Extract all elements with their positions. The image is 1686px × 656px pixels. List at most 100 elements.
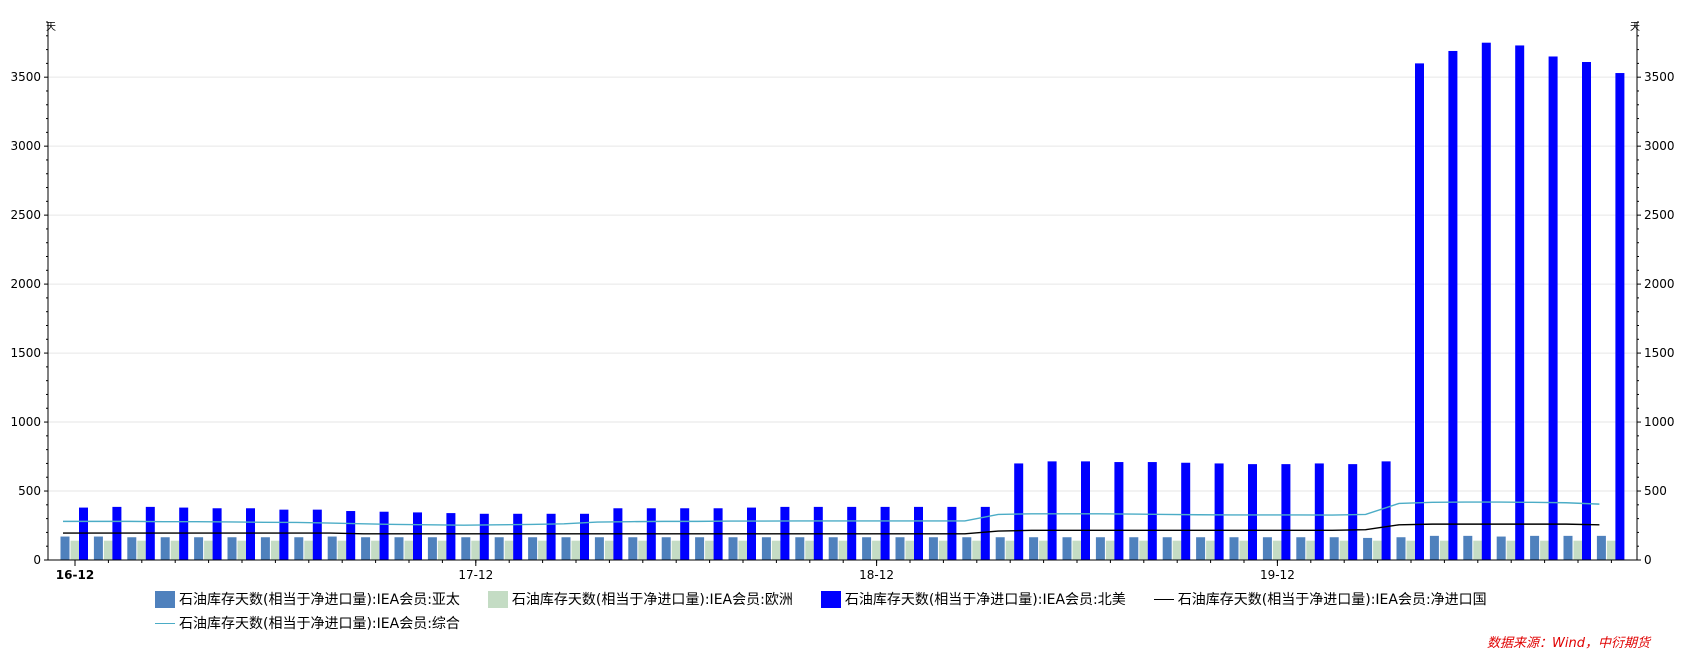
bar — [628, 537, 638, 560]
bar — [638, 540, 648, 560]
bar — [728, 537, 738, 560]
bar — [127, 537, 137, 560]
bar — [1081, 461, 1090, 560]
legend-row: 石油库存天数(相当于净进口量):IEA会员:综合 — [155, 611, 1535, 635]
legend-swatch — [820, 590, 841, 608]
bar — [1314, 463, 1324, 560]
bar — [1114, 462, 1124, 560]
bar — [962, 537, 972, 560]
bar — [270, 540, 280, 560]
bar — [1262, 537, 1272, 560]
bar — [980, 506, 990, 560]
bar — [1281, 464, 1291, 560]
left-tick-label: 500 — [18, 484, 41, 498]
right-axis-unit: 天 — [1630, 22, 1640, 33]
bar — [227, 537, 237, 560]
bar — [394, 537, 404, 560]
bar-series — [60, 42, 1625, 561]
bar — [461, 537, 471, 560]
bar — [103, 540, 113, 560]
legend-line-swatch — [155, 622, 175, 624]
bar — [504, 540, 514, 560]
bar — [371, 540, 381, 560]
right-tick-label: 0 — [1644, 553, 1652, 567]
bar — [204, 540, 214, 560]
bar — [1172, 540, 1182, 560]
bar — [1515, 45, 1525, 560]
bar — [437, 540, 447, 560]
bar — [1062, 537, 1072, 560]
series-line — [63, 501, 1600, 526]
bar — [972, 540, 982, 560]
bar — [1563, 535, 1573, 560]
bar — [413, 512, 422, 560]
bar — [795, 537, 805, 560]
bar — [1396, 537, 1406, 560]
bar — [246, 508, 255, 560]
bar — [828, 537, 838, 560]
line-series — [63, 501, 1600, 535]
bar — [1014, 463, 1024, 560]
bar — [546, 513, 556, 560]
bar — [538, 540, 548, 560]
bar — [1039, 540, 1049, 560]
bar — [705, 540, 715, 560]
bar — [1306, 540, 1316, 560]
left-tick-label: 3500 — [10, 70, 41, 84]
gridlines — [48, 76, 1637, 492]
bar — [1095, 537, 1105, 560]
bar — [561, 537, 571, 560]
bar — [1540, 540, 1550, 560]
bar — [580, 513, 589, 560]
bar — [137, 540, 147, 560]
bar — [1005, 540, 1015, 560]
bar — [905, 540, 915, 560]
bar — [1406, 540, 1416, 560]
bar — [528, 537, 538, 560]
left-tick-label: 1000 — [10, 415, 41, 429]
bar — [761, 537, 771, 560]
bar — [1573, 540, 1583, 560]
bar — [1496, 536, 1506, 560]
bar — [513, 513, 523, 560]
bar — [594, 537, 604, 560]
legend-line-swatch — [1153, 598, 1174, 600]
x-tick-label: 17-12 — [458, 568, 493, 582]
bar — [1214, 463, 1224, 560]
bar — [1506, 540, 1516, 560]
bar — [1129, 537, 1139, 560]
bar — [1439, 540, 1449, 560]
bar — [661, 537, 671, 560]
left-tick-label: 2500 — [10, 208, 41, 222]
bar — [170, 540, 180, 560]
right-tick-label: 3500 — [1644, 70, 1675, 84]
bar — [838, 540, 848, 560]
bar — [93, 536, 103, 560]
bar — [1248, 464, 1257, 560]
legend-swatch — [487, 590, 508, 608]
legend-label: 石油库存天数(相当于净进口量):IEA会员:北美 — [844, 592, 1126, 608]
legend-label: 石油库存天数(相当于净进口量):IEA会员:净进口国 — [1177, 592, 1487, 608]
bar — [446, 513, 456, 560]
legend-swatch — [155, 590, 175, 608]
bar — [312, 509, 322, 560]
bar — [361, 537, 371, 560]
bar — [671, 540, 681, 560]
bar — [872, 540, 882, 560]
bar — [1139, 540, 1149, 560]
bar — [1181, 462, 1191, 560]
left-axis-unit: 天 — [46, 22, 56, 33]
right-tick-label: 500 — [1644, 484, 1667, 498]
bar — [294, 537, 304, 560]
chart-canvas: 0 0 500 500 1000 1000 1500 1500 2000 2000 2500 2500… — [10, 21, 1675, 582]
bar — [1029, 537, 1039, 560]
bar — [1329, 537, 1339, 560]
bar — [494, 537, 504, 560]
bar — [1147, 462, 1157, 560]
bar — [1582, 62, 1591, 560]
left-tick-label: 0 — [33, 553, 41, 567]
bar — [1530, 535, 1540, 560]
bar — [60, 536, 70, 560]
legend-label: 石油库存天数(相当于净进口量):IEA会员:综合 — [179, 616, 460, 632]
bar — [938, 540, 948, 560]
